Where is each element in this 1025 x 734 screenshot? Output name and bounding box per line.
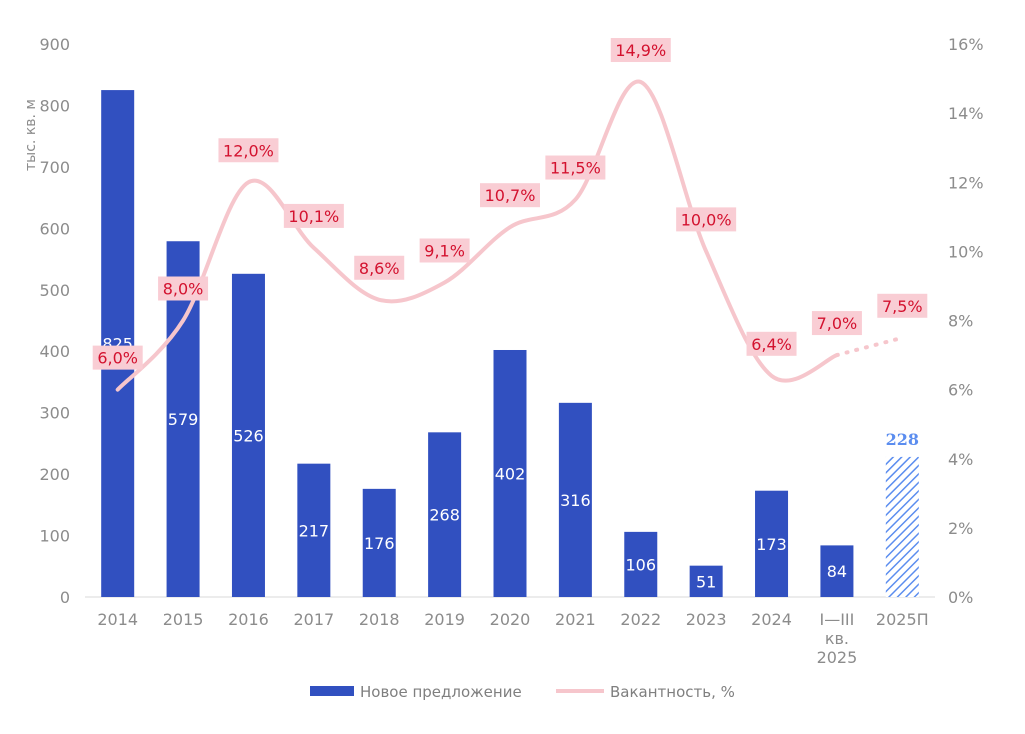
y-tick-label: 300: [39, 404, 70, 423]
y2-tick-label: 12%: [948, 173, 984, 192]
bar: [820, 545, 854, 597]
bar-value-label: 173: [756, 535, 787, 554]
y2-tick-label: 6%: [948, 381, 973, 400]
y-tick-label: 100: [39, 527, 70, 546]
x-tick-label: 2021: [555, 610, 596, 629]
bar: [101, 90, 135, 597]
y-tick-label: 700: [39, 158, 70, 177]
vacancy-label-bg: [283, 203, 344, 228]
vacancy-label-bg: [877, 293, 928, 318]
bar-forecast: [885, 456, 919, 597]
x-tick-label: 2020: [490, 610, 531, 629]
y2-tick-label: 14%: [948, 104, 984, 123]
vacancy-label-bg: [419, 238, 470, 263]
bars-series: [101, 90, 919, 597]
x-tick-label: 2016: [228, 610, 269, 629]
vacancy-label-bg: [92, 345, 143, 370]
bar-value-label: 217: [299, 521, 330, 540]
vacancy-label-bg: [610, 38, 671, 63]
vacancy-label-bg: [676, 207, 737, 232]
vacancy-value-label: 9,1%: [424, 241, 465, 260]
vacancy-value-label: 8,0%: [163, 280, 204, 299]
vacancy-label-bg: [218, 138, 279, 163]
x-tick-label: 2014: [97, 610, 138, 629]
bar-value-label: 316: [560, 491, 591, 510]
vacancy-value-label: 7,5%: [882, 297, 923, 316]
vacancy-value-label: 8,6%: [359, 259, 400, 278]
legend-swatch-bar: [310, 686, 354, 696]
bar-value-label: 268: [429, 506, 460, 525]
vacancy-labels: 6,0% 8,0% 12,0% 10,1% 8,6% 9,1% 10,7% 11,5% 14,9…: [92, 38, 928, 370]
vacancy-value-label: 10,7%: [485, 186, 536, 205]
vacancy-label-bg: [746, 331, 797, 356]
x-axis: 2014 2015 2016 2017 2018 2019 2020 2021 2022 2023…: [97, 610, 928, 667]
y-tick-label: 600: [39, 219, 70, 238]
vacancy-value-label: 7,0%: [817, 314, 858, 333]
y-tick-label: 500: [39, 281, 70, 300]
x-tick-label: 2022: [620, 610, 661, 629]
vacancy-value-label: 6,0%: [97, 349, 138, 368]
x-tick-label: I—III кв. 2025: [817, 610, 858, 667]
y2-tick-label: 10%: [948, 242, 984, 261]
bar: [231, 273, 265, 597]
bar-value-label: 84: [827, 562, 847, 581]
bar-value-label: 579: [168, 410, 199, 429]
x-tick-label: 2025П: [876, 610, 929, 629]
y-tick-label: 800: [39, 96, 70, 115]
y-tick-label: 400: [39, 342, 70, 361]
vacancy-label-bg: [158, 276, 209, 301]
legend: Новое предложение Вакантность, %: [310, 683, 735, 701]
vacancy-line-forecast: [834, 335, 905, 358]
vacancy-value-label: 11,5%: [550, 159, 601, 178]
y-axis-title: тыс. кв. м: [23, 99, 39, 171]
vacancy-value-label: 6,4%: [751, 335, 792, 354]
legend-label-line: Вакантность, %: [610, 683, 735, 701]
bar: [297, 463, 331, 597]
y2-tick-label: 16%: [948, 35, 984, 54]
y-tick-label: 200: [39, 465, 70, 484]
vacancy-line-solid: [115, 79, 839, 392]
vacancy-label-bg: [354, 255, 405, 280]
y-tick-label: 0: [60, 588, 70, 607]
x-tick-label: 2023: [686, 610, 727, 629]
bar-value-label: 402: [495, 464, 526, 483]
vacancy-line-series: [115, 79, 905, 392]
bar: [755, 490, 789, 597]
bar-value-label: 51: [696, 572, 716, 591]
legend-label-bar: Новое предложение: [360, 683, 522, 701]
bar: [624, 531, 658, 597]
vacancy-value-label: 14,9%: [615, 41, 666, 60]
y2-tick-label: 2%: [948, 519, 973, 538]
y-axis-right: 0% 2% 4% 6% 8% 10% 12% 14% 16%: [948, 35, 984, 607]
x-tick-label: 2015: [163, 610, 204, 629]
bar: [428, 432, 462, 597]
x-tick-label: 2019: [424, 610, 465, 629]
x-tick-label: 2018: [359, 610, 400, 629]
y2-tick-label: 0%: [948, 588, 973, 607]
bar-value-label: 176: [364, 534, 395, 553]
bar: [362, 488, 396, 597]
vacancy-value-label: 12,0%: [223, 141, 274, 160]
bar-value-label: 228: [886, 430, 919, 449]
vacancy-label-bg: [480, 183, 540, 208]
y-tick-label: 900: [39, 35, 70, 54]
bar: [689, 565, 723, 597]
vacancy-value-label: 10,1%: [288, 207, 339, 226]
y2-tick-label: 4%: [948, 450, 973, 469]
bar-value-label: 526: [233, 426, 264, 445]
bar: [558, 402, 592, 597]
vacancy-value-label: 10,0%: [681, 210, 732, 229]
y-axis-left: 0 100 200 300 400 500 600 700 800 900: [39, 35, 70, 607]
x-tick-label: 2024: [751, 610, 792, 629]
y2-tick-label: 8%: [948, 312, 973, 331]
bar: [493, 349, 527, 597]
vacancy-label-bg: [545, 155, 606, 180]
bar-value-label: 106: [625, 555, 656, 574]
vacancy-label-bg: [811, 311, 862, 336]
x-tick-label: 2017: [293, 610, 334, 629]
